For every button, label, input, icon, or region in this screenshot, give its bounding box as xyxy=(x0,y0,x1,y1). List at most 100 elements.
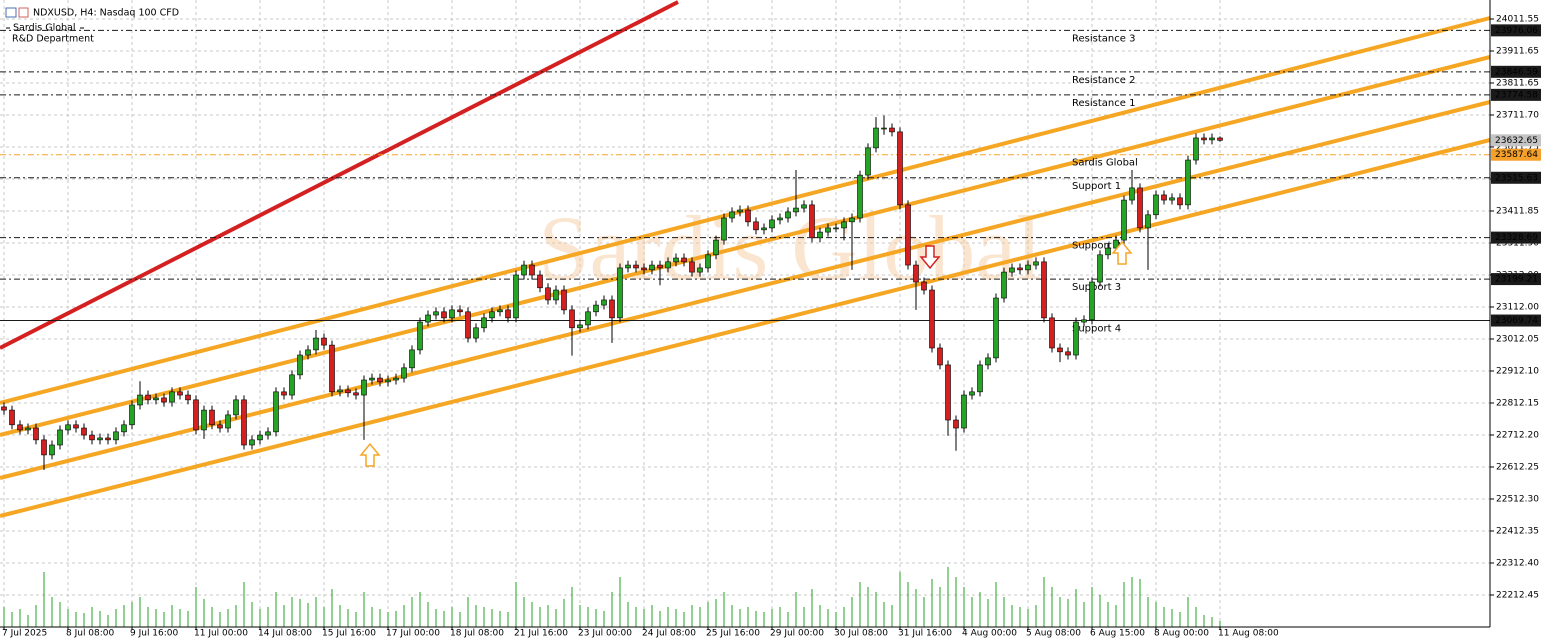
candle-body xyxy=(537,274,543,289)
candle-body xyxy=(217,424,223,429)
x-tick-label: 24 Jul 08:00 xyxy=(642,629,696,638)
x-tick-label: 18 Jul 08:00 xyxy=(450,629,504,638)
icon xyxy=(5,7,17,18)
y-tick-label: 22712.20 xyxy=(1496,431,1539,441)
candle-body xyxy=(489,311,495,319)
candle-body xyxy=(633,264,639,269)
candle-body xyxy=(65,424,71,431)
candle-body xyxy=(905,204,911,266)
x-tick-label: 11 Aug 08:00 xyxy=(1218,629,1279,638)
y-tick-label: 23411.85 xyxy=(1496,207,1539,217)
candle-body xyxy=(169,391,175,403)
candle-body xyxy=(161,397,167,403)
candle-body xyxy=(545,287,551,301)
candle-body xyxy=(865,147,871,176)
candle-body xyxy=(1145,214,1151,229)
x-tick-label: 17 Jul 00:00 xyxy=(386,629,440,638)
y-tick-label: 22812.15 xyxy=(1496,399,1539,409)
channel-line xyxy=(0,55,1491,437)
candle-body xyxy=(713,239,719,256)
candle-body xyxy=(689,261,695,273)
candle-body xyxy=(1089,281,1095,321)
candle-body xyxy=(641,267,647,271)
candle-body xyxy=(17,424,23,431)
candle-body xyxy=(1,406,7,411)
candle-body xyxy=(1113,239,1119,249)
candle-body xyxy=(225,414,231,429)
candle-body xyxy=(585,311,591,326)
x-tick-label: 21 Jul 16:00 xyxy=(514,629,568,638)
candle-body xyxy=(73,424,79,429)
candle-body xyxy=(1009,267,1015,273)
candle-body xyxy=(345,389,351,394)
candle-body xyxy=(105,437,111,441)
candle-body xyxy=(409,349,415,369)
candle-body xyxy=(881,127,887,130)
candle-body xyxy=(49,444,55,456)
candle-body xyxy=(681,257,687,263)
candle-body xyxy=(337,389,343,393)
level-price-label-box xyxy=(1491,231,1541,244)
y-tick-label: 23811.65 xyxy=(1496,79,1539,89)
candle-body xyxy=(281,391,287,396)
candle-body xyxy=(1001,271,1007,299)
x-tick-label: 7 Jul 2025 xyxy=(2,629,47,638)
candle-body xyxy=(553,289,559,301)
level-price-label-box xyxy=(1491,88,1541,101)
level-price-label: 23199.21 xyxy=(1495,275,1538,285)
candle-body xyxy=(809,204,815,239)
candle-body xyxy=(985,357,991,366)
candle-body xyxy=(761,227,767,231)
icon xyxy=(18,7,29,18)
x-tick-label: 30 Jul 08:00 xyxy=(834,629,888,638)
y-tick-label: 22512.30 xyxy=(1496,495,1539,505)
x-tick-label: 8 Jul 08:00 xyxy=(66,629,115,638)
candle-body xyxy=(849,217,855,223)
candle-body xyxy=(41,439,47,456)
candle-body xyxy=(433,311,439,316)
level-price-label-box xyxy=(1491,314,1541,327)
company-name: Sardis Global xyxy=(13,23,76,34)
candle-body xyxy=(457,309,463,313)
y-tick-label: 22412.35 xyxy=(1496,527,1539,537)
candle-body xyxy=(1129,187,1135,201)
candle-body xyxy=(625,264,631,269)
candle-body xyxy=(201,409,207,431)
down-arrow xyxy=(919,245,941,270)
candle-body xyxy=(945,364,951,421)
level-name: Support 4 xyxy=(1072,324,1121,335)
up-arrow xyxy=(1111,240,1133,265)
candle-body xyxy=(329,344,335,393)
level-name: Support 3 xyxy=(1072,282,1121,293)
level-price-label-box xyxy=(1491,148,1541,161)
candle-body xyxy=(601,299,607,306)
candle-body xyxy=(249,439,255,446)
level-price-label-box xyxy=(1491,65,1541,78)
candle-body xyxy=(1185,159,1191,206)
candle-body xyxy=(777,217,783,221)
candle-body xyxy=(937,347,943,366)
arrows xyxy=(359,240,1133,467)
candle-body xyxy=(1017,267,1023,271)
symbol-title: NDXUSD, H4: Nasdaq 100 CFD xyxy=(33,8,179,19)
candle-body xyxy=(1105,247,1111,256)
candle-body xyxy=(241,399,247,446)
y-tick-label: 22912.10 xyxy=(1496,367,1539,377)
candle-body xyxy=(113,431,119,441)
candle-body xyxy=(1081,319,1087,323)
y-tick-label: 23611.75 xyxy=(1496,143,1539,153)
candle-body xyxy=(833,227,839,230)
candle-body xyxy=(1057,347,1063,353)
candle-body xyxy=(841,221,847,229)
candle-body xyxy=(897,131,903,206)
candle-body xyxy=(209,409,215,426)
candle-body xyxy=(889,127,895,133)
current-price-label-box xyxy=(1491,134,1541,147)
grid xyxy=(0,0,1490,627)
candle-body xyxy=(401,367,407,379)
candle-body xyxy=(721,217,727,241)
candle-body xyxy=(737,209,743,213)
department: R&D Department xyxy=(12,34,94,45)
trend-lines xyxy=(0,0,1491,518)
